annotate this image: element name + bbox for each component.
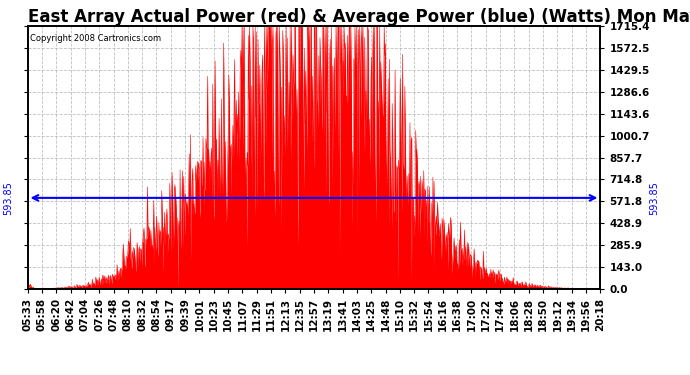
Text: 593.85: 593.85 <box>649 181 659 215</box>
Text: East Array Actual Power (red) & Average Power (blue) (Watts) Mon May 26 20:18: East Array Actual Power (red) & Average … <box>28 8 690 26</box>
Text: 593.85: 593.85 <box>3 181 13 215</box>
Text: Copyright 2008 Cartronics.com: Copyright 2008 Cartronics.com <box>30 34 161 43</box>
